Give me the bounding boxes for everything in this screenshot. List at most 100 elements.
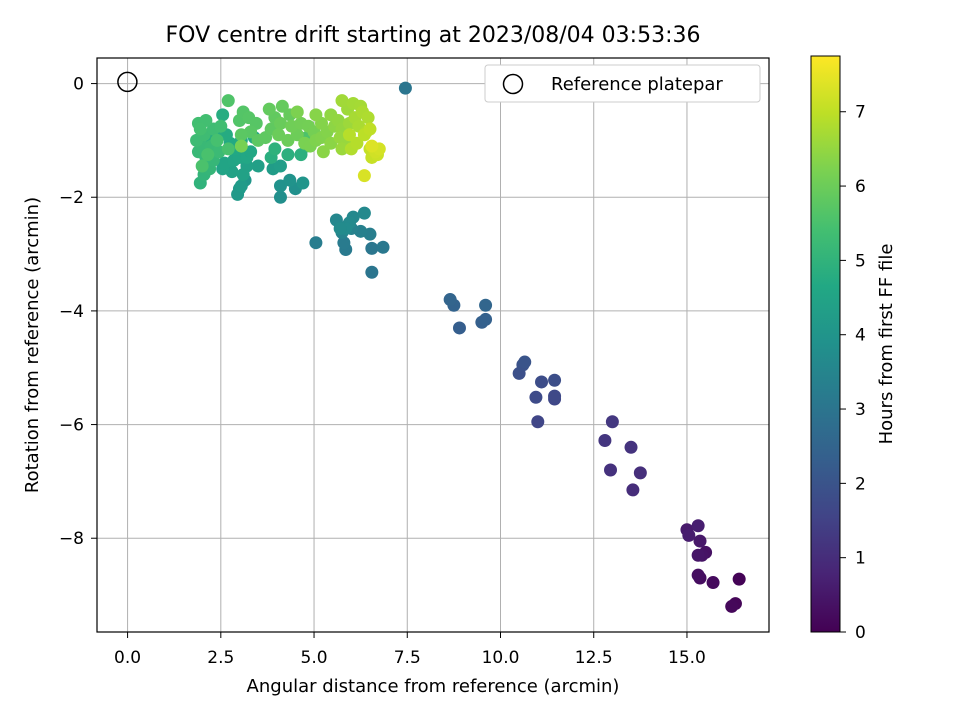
legend-box: [484, 64, 761, 103]
y-tick-label: −2: [59, 188, 84, 208]
data-point: [604, 463, 618, 477]
data-point: [273, 190, 287, 204]
data-point: [529, 390, 543, 404]
data-point: [452, 321, 466, 335]
x-tick-label: 2.5: [207, 648, 234, 668]
data-point: [535, 375, 549, 389]
colorbar-tick-label: 3: [855, 400, 866, 420]
data-point: [342, 128, 356, 142]
data-point: [193, 122, 207, 136]
x-axis-label: Angular distance from reference (arcmin): [247, 676, 620, 697]
data-point: [335, 94, 349, 108]
data-point: [548, 389, 562, 403]
data-point: [309, 108, 323, 122]
data-point: [357, 206, 371, 220]
colorbar: 0 1 2 3 4 5 6 7 Hours from first FF file: [810, 55, 897, 643]
x-tick-label: 12.5: [575, 648, 613, 668]
data-point: [273, 116, 287, 130]
x-tick-label: 15.0: [668, 648, 706, 668]
legend-entry-label: Reference platepar: [551, 74, 723, 95]
colorbar-tick-label: 6: [855, 177, 866, 197]
data-point: [531, 415, 545, 429]
data-point: [281, 133, 295, 147]
colorbar-gradient: [810, 55, 841, 633]
data-point: [283, 173, 297, 187]
data-point: [273, 179, 287, 193]
data-point: [732, 572, 746, 586]
colorbar-label: Hours from first FF file: [876, 244, 897, 445]
data-point: [296, 176, 310, 190]
y-axis-ticks: 0 −2 −4 −6 −8: [59, 75, 97, 549]
data-point: [337, 236, 351, 250]
data-point: [234, 128, 248, 142]
data-point: [605, 415, 619, 429]
data-point: [262, 102, 276, 116]
data-point: [626, 483, 640, 497]
y-tick-label: −6: [59, 416, 84, 436]
data-point: [357, 169, 371, 183]
y-tick-label: −8: [59, 529, 84, 549]
data-point: [624, 440, 638, 454]
data-point: [281, 148, 295, 162]
data-point: [365, 265, 379, 279]
x-tick-label: 0.0: [114, 648, 141, 668]
x-axis-ticks: 0.0 2.5 5.0 7.5 10.0 12.5 15.0: [114, 632, 706, 668]
data-point: [335, 142, 349, 156]
data-point: [365, 139, 379, 153]
data-point: [365, 241, 379, 255]
legend-marker-icon: [502, 73, 524, 95]
chart-title: FOV centre drift starting at 2023/08/04 …: [166, 23, 701, 48]
data-point: [706, 576, 720, 590]
data-point: [268, 142, 282, 156]
data-point: [216, 108, 230, 122]
data-point: [682, 528, 696, 542]
data-point: [363, 122, 377, 136]
data-point: [324, 136, 338, 150]
data-point: [234, 139, 248, 153]
data-point: [316, 145, 330, 159]
data-point: [214, 119, 228, 133]
data-point: [376, 240, 390, 254]
data-points: [190, 81, 746, 613]
data-point: [234, 179, 248, 193]
y-tick-label: −4: [59, 302, 84, 322]
colorbar-ticks: 0 1 2 3 4 5 6 7: [840, 103, 866, 643]
data-point: [236, 168, 250, 182]
data-point: [333, 221, 347, 235]
data-point: [273, 159, 287, 173]
colorbar-tick-label: 7: [855, 103, 866, 123]
colorbar-tick-label: 0: [855, 623, 866, 643]
y-tick-label: 0: [73, 75, 84, 95]
reference-platepar-marker: [117, 71, 138, 93]
data-point: [244, 145, 258, 159]
colorbar-tick-label: 4: [855, 326, 866, 346]
data-point: [691, 548, 705, 562]
data-point: [221, 94, 235, 108]
data-point: [479, 298, 493, 312]
data-point: [251, 159, 265, 173]
colorbar-tick-label: 1: [855, 549, 866, 569]
data-point: [691, 568, 705, 582]
data-point: [309, 236, 323, 250]
data-point: [691, 519, 705, 533]
colorbar-tick-label: 5: [855, 251, 866, 271]
data-point: [443, 293, 457, 307]
data-point: [272, 128, 286, 142]
data-point: [350, 136, 364, 150]
data-point: [195, 159, 209, 173]
data-point: [518, 355, 532, 369]
data-point: [693, 534, 707, 548]
data-point: [598, 433, 612, 447]
data-point: [725, 599, 739, 613]
data-point: [633, 466, 647, 480]
y-axis-label: Rotation from reference (arcmin): [22, 197, 43, 493]
data-point: [548, 373, 562, 387]
x-tick-label: 5.0: [301, 648, 328, 668]
x-tick-label: 10.0: [482, 648, 520, 668]
plot-frame: [96, 57, 770, 633]
data-point: [290, 105, 304, 119]
data-point: [221, 142, 235, 156]
legend: Reference platepar: [484, 64, 761, 103]
data-point: [275, 99, 289, 113]
